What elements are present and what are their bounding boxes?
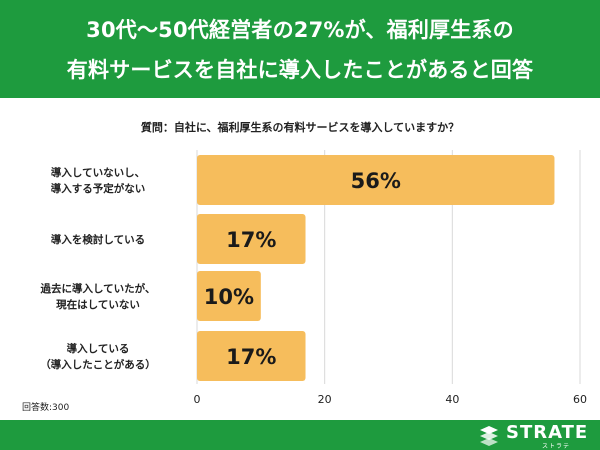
title-line-1: 30代〜50代経営者の27%が、福利厚生系の xyxy=(86,18,514,42)
category-label: 現在はしていない xyxy=(56,298,140,311)
bar-chart: 56% 17% 10% 17% 導入していないし、導入する予定がない導入を検討している… xyxy=(22,150,588,413)
respondent-count: 回答数:300 xyxy=(22,401,69,413)
category-label: （導入したことがある） xyxy=(40,358,156,371)
bar-value-label: 56% xyxy=(351,169,401,193)
brand-sub: ストラテ xyxy=(542,443,571,450)
bars: 56% 17% 10% 17% xyxy=(197,155,555,381)
brand-name: STRATE xyxy=(506,422,589,443)
category-label: 導入していないし、 xyxy=(51,166,145,179)
bar xyxy=(197,331,306,381)
footer-bar: STRATE ストラテ xyxy=(0,420,600,450)
bar xyxy=(197,271,261,321)
strate-logo-icon xyxy=(480,426,498,446)
bar xyxy=(197,214,306,264)
bar-value-label: 17% xyxy=(226,228,276,252)
survey-question: 質問：自社に、福利厚生系の有料サービスを導入していますか？ xyxy=(140,121,460,134)
category-label: 導入を検討している xyxy=(51,233,145,246)
x-tick-label: 40 xyxy=(445,393,459,406)
bar-value-label: 17% xyxy=(226,345,276,369)
x-tick-label: 60 xyxy=(573,393,587,406)
category-labels: 導入していないし、導入する予定がない導入を検討している過去に導入していたが、現在… xyxy=(40,166,156,371)
x-tick-label: 20 xyxy=(318,393,332,406)
bar-value-label: 10% xyxy=(204,285,254,309)
category-label: 過去に導入していたが、 xyxy=(40,282,156,295)
brand-logo: STRATE ストラテ xyxy=(476,422,589,450)
category-label: 導入する予定がない xyxy=(51,182,146,195)
bar xyxy=(197,155,555,205)
title-line-2: 有料サービスを自社に導入したことがあると回答 xyxy=(66,58,534,82)
title-banner: 30代〜50代経営者の27%が、福利厚生系の 有料サービスを自社に導入したことが… xyxy=(0,0,600,98)
category-label: 導入している xyxy=(67,342,130,355)
x-tick-label: 0 xyxy=(194,393,201,406)
x-tick-labels: 0 20 40 60 xyxy=(194,393,588,406)
